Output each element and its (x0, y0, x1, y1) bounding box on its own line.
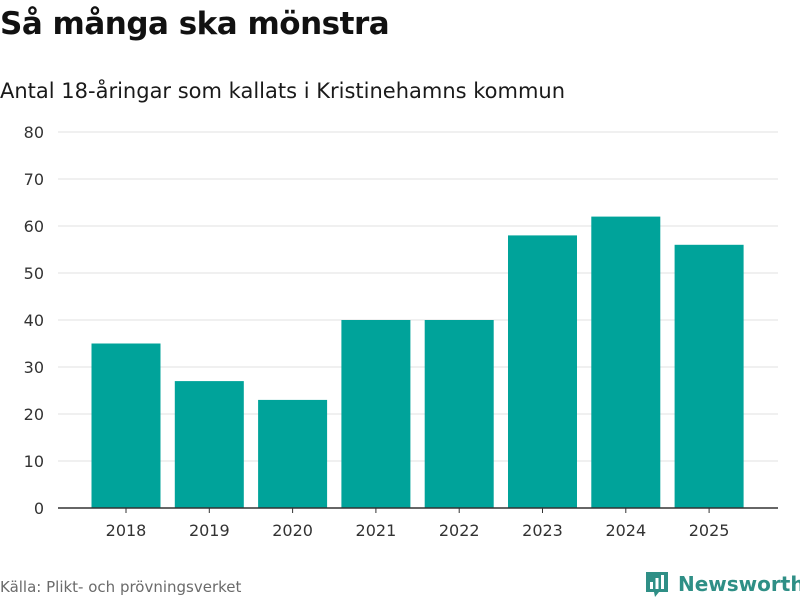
bar-2021 (341, 320, 411, 508)
x-tick-label: 2019 (189, 521, 230, 540)
x-tick-label: 2023 (522, 521, 563, 540)
bar-chart: 0 10 20 30 40 50 60 70 80 2018 2019 2020 2021 2022 202… (24, 123, 778, 540)
y-tick-label: 0 (34, 499, 44, 518)
newsworthy-logo-icon (646, 572, 668, 597)
x-tick-label: 2024 (605, 521, 646, 540)
bar-2022 (424, 320, 494, 508)
x-tick-label: 2018 (106, 521, 147, 540)
brand-name: Newsworthy (678, 572, 800, 596)
bar-2025 (674, 244, 744, 509)
brand: Newsworthy (644, 568, 800, 600)
y-tick-label: 60 (24, 217, 44, 236)
x-tick-label: 2020 (272, 521, 313, 540)
bar-2018 (91, 343, 161, 508)
y-tick-label: 20 (24, 405, 44, 424)
chart-title: Så många ska mönstra (0, 6, 390, 42)
y-tick-label: 30 (24, 358, 44, 377)
x-tick-label: 2022 (439, 521, 480, 540)
bar-2020 (258, 399, 328, 508)
y-tick-label: 10 (24, 452, 44, 471)
x-tick-label: 2025 (689, 521, 730, 540)
y-tick-label: 50 (24, 264, 44, 283)
chart-subtitle: Antal 18-åringar som kallats i Kristineh… (0, 79, 566, 103)
bar-2019 (174, 381, 244, 508)
y-tick-label: 40 (24, 311, 44, 330)
bar-2023 (508, 235, 577, 508)
y-tick-label: 70 (24, 170, 44, 189)
x-tick-label: 2021 (356, 521, 397, 540)
y-tick-label: 80 (24, 123, 44, 142)
source-note: Källa: Plikt- och prövningsverket (0, 578, 242, 596)
bar-2024 (591, 216, 661, 508)
